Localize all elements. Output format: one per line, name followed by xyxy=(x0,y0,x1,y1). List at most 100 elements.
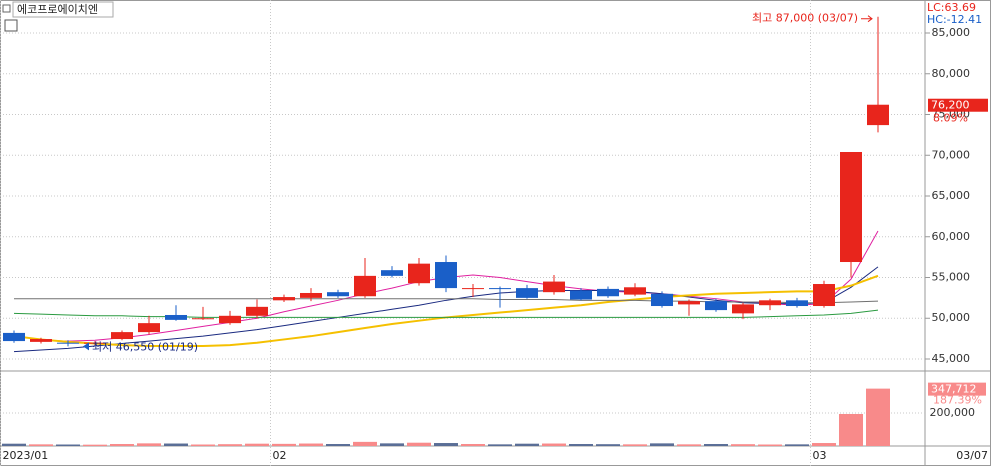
indicator-lc: LC:63.69 xyxy=(927,1,976,14)
plot xyxy=(0,0,925,466)
low-arrow xyxy=(83,342,89,351)
candle-body xyxy=(651,293,673,307)
candle-body xyxy=(597,288,619,297)
candle-body xyxy=(759,300,781,306)
volume-tick-label: 200,000 xyxy=(930,406,976,419)
volume-bar xyxy=(83,444,107,446)
x-tick-label: 2023/01 xyxy=(3,449,49,462)
candle-body xyxy=(246,306,268,316)
candle-body xyxy=(381,270,403,276)
y-tick-label: 80,000 xyxy=(932,67,971,80)
y-tick-label: 65,000 xyxy=(932,189,971,202)
y-tick-label: 55,000 xyxy=(932,271,971,284)
indicator-hc: HC:-12.41 xyxy=(927,13,982,26)
volume-bar xyxy=(137,443,161,446)
last-price: 76,200 xyxy=(931,99,970,112)
volume-bar xyxy=(110,444,134,446)
volume-bar xyxy=(434,443,458,446)
candle-body xyxy=(219,315,241,324)
volume-bar xyxy=(623,444,647,446)
candle-body xyxy=(543,281,565,293)
current-date: 03/07 xyxy=(956,449,988,462)
candle-body xyxy=(570,290,592,300)
icon[interactable] xyxy=(2,4,11,13)
volume-bar xyxy=(731,444,755,446)
volume-bar xyxy=(704,444,728,446)
y-tick-label: 70,000 xyxy=(932,148,971,161)
volume-bar xyxy=(758,444,782,446)
y-tick-label: 50,000 xyxy=(932,311,971,324)
high-annotation: 최고 87,000 (03/07) xyxy=(752,12,858,25)
volume-bar xyxy=(326,444,350,446)
candle-body xyxy=(192,318,214,320)
candle-body xyxy=(489,288,511,290)
volume-bar xyxy=(677,444,701,446)
volume-bar xyxy=(839,413,863,446)
candle-body xyxy=(327,292,349,297)
volume-bar xyxy=(56,444,80,446)
candle-body xyxy=(273,297,295,301)
candle-body xyxy=(408,263,430,284)
volume-bar xyxy=(353,441,377,446)
candle-body xyxy=(354,275,376,297)
candle-body xyxy=(840,151,862,263)
moving-average xyxy=(14,298,879,304)
volume-bar xyxy=(2,443,26,446)
candle-body xyxy=(57,342,79,344)
moving-average xyxy=(40,230,879,342)
last-change: 8.09% xyxy=(933,112,968,125)
high-arrow xyxy=(861,15,873,23)
x-tick-label: 02 xyxy=(273,449,287,462)
last-volume: 347,712 xyxy=(931,383,977,396)
volume-bar xyxy=(407,442,431,446)
y-tick-label: 45,000 xyxy=(932,352,971,365)
candle-body xyxy=(84,342,106,344)
volume-bar xyxy=(164,443,188,446)
candle-body xyxy=(624,287,646,295)
volume-bar xyxy=(785,444,809,446)
volume-bar xyxy=(191,444,215,446)
y-tick-label: 60,000 xyxy=(932,230,971,243)
last-volume-box xyxy=(928,382,986,396)
last-volume-change: 187.39% xyxy=(933,394,982,407)
x-tick-label: 03 xyxy=(813,449,827,462)
volume-bar xyxy=(569,444,593,446)
table-icon[interactable] xyxy=(4,19,18,32)
volume-bar xyxy=(461,444,485,446)
volume-bar xyxy=(29,444,53,446)
volume-bar xyxy=(272,443,296,446)
y-tick-label: 85,000 xyxy=(932,26,971,39)
volume-bar xyxy=(542,443,566,446)
volume-bar xyxy=(596,444,620,446)
candle-body xyxy=(516,288,538,298)
moving-average xyxy=(13,309,879,318)
volume-bar xyxy=(380,443,404,446)
candle-body xyxy=(165,314,187,320)
candle-body xyxy=(138,323,160,333)
candle-body xyxy=(435,262,457,289)
volume-bar xyxy=(812,443,836,446)
stock-name: 에코프로에이치엔 xyxy=(17,3,98,16)
candle-body xyxy=(705,301,727,311)
volume-bar xyxy=(299,443,323,446)
volume-bar xyxy=(650,443,674,446)
candle-body xyxy=(462,288,484,290)
candle-body xyxy=(30,339,52,342)
low-annotation: 최저 46,550 (01/19) xyxy=(92,340,198,353)
candle-body xyxy=(111,332,133,340)
volume-bar xyxy=(245,443,269,446)
candle-body xyxy=(732,304,754,314)
candle-body xyxy=(3,332,25,342)
candle-body xyxy=(678,301,700,305)
stock-name-box[interactable] xyxy=(12,1,114,18)
candle-body xyxy=(867,104,889,126)
volume-bar xyxy=(866,388,890,446)
volume-bar xyxy=(488,444,512,446)
candle-body xyxy=(786,300,808,307)
candle-body xyxy=(813,284,835,307)
last-price-box xyxy=(928,98,988,112)
volume-bar xyxy=(218,444,242,446)
candle-body xyxy=(300,292,322,298)
volume-bar xyxy=(515,443,539,446)
